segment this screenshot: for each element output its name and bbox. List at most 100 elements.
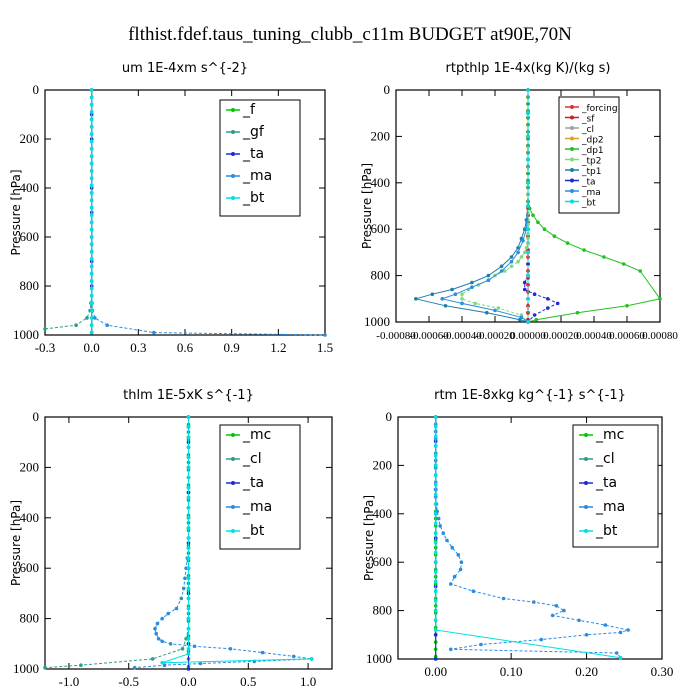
legend-entry: _tp2: [581, 157, 601, 167]
x-tick-label: -0.00060: [409, 330, 449, 342]
data-point: [433, 560, 438, 564]
legend-marker: [570, 168, 574, 172]
legend-marker: [570, 157, 574, 162]
data-point: [186, 637, 191, 641]
data-point: [89, 169, 94, 173]
series-bt: [89, 88, 94, 335]
y-tick-label: 600: [373, 554, 393, 569]
legend-entry: _ma: [242, 499, 272, 515]
y-tick-label: 400: [20, 180, 40, 195]
legend-marker: [570, 189, 574, 193]
data-point: [496, 306, 501, 310]
legend-entry: _mc: [595, 427, 624, 443]
data-point: [85, 316, 89, 320]
data-point: [539, 637, 544, 642]
data-point: [89, 147, 94, 151]
legend-entry: _cl: [595, 451, 615, 467]
data-point: [542, 227, 547, 231]
data-point: [554, 604, 559, 608]
data-point: [499, 269, 504, 273]
data-point: [501, 596, 506, 601]
data-point: [626, 628, 630, 632]
data-point: [433, 502, 438, 506]
data-point: [89, 249, 94, 254]
legend-marker: [570, 126, 574, 130]
data-point: [160, 639, 164, 644]
data-point: [499, 264, 504, 269]
data-point: [526, 320, 530, 324]
data-point: [584, 633, 589, 637]
legend-marker: [231, 130, 235, 134]
data-point: [449, 647, 453, 652]
series-line: [440, 90, 529, 323]
legend-marker: [231, 433, 235, 437]
data-point: [186, 425, 191, 429]
data-point: [153, 626, 157, 631]
panel-title: um 1E-4xm s^{-2}: [122, 61, 248, 76]
data-point: [552, 234, 557, 238]
legend-box: [558, 96, 620, 214]
data-point: [433, 473, 438, 477]
y-tick-label: 200: [20, 459, 40, 474]
y-tick-label: 0: [384, 82, 391, 97]
legend-marker: [584, 457, 588, 461]
data-point: [89, 264, 94, 269]
data-point: [531, 213, 535, 218]
y-tick-label: 400: [371, 175, 391, 190]
x-tick-label: 0.00060: [609, 330, 645, 342]
data-point: [89, 102, 94, 107]
x-tick-label: -1.0: [59, 674, 80, 689]
data-point: [89, 294, 94, 298]
legend-entry: _dp2: [581, 136, 604, 146]
legend-entry: _cl: [242, 451, 262, 467]
legend-marker: [570, 147, 574, 151]
data-point: [526, 134, 530, 139]
data-point: [89, 213, 94, 217]
data-point: [186, 586, 191, 591]
data-point: [526, 297, 530, 301]
data-point: [526, 157, 530, 162]
data-point: [438, 524, 443, 528]
x-tick-label: 0.9: [224, 340, 240, 355]
data-point: [453, 292, 458, 297]
data-point: [186, 652, 191, 656]
data-point: [433, 444, 438, 448]
data-point: [183, 576, 187, 581]
data-point: [228, 647, 233, 651]
legend: _mc _cl _ta _ma _bt: [572, 424, 659, 548]
data-point: [614, 651, 619, 655]
panel-title: rtm 1E-8xkg kg^{-1} s^{-1}: [434, 388, 626, 403]
data-point: [534, 317, 539, 322]
data-point: [186, 556, 191, 560]
data-point: [509, 255, 514, 259]
legend-marker: [584, 433, 588, 437]
data-point: [433, 633, 438, 637]
y-axis-label: Pressure [hPa]: [362, 495, 376, 581]
x-tick-label: 0.3: [130, 340, 146, 355]
y-axis-label: Pressure [hPa]: [9, 169, 23, 255]
y-tick-label: 400: [20, 510, 40, 525]
data-point: [89, 286, 94, 291]
data-point: [174, 606, 179, 611]
data-point: [433, 492, 438, 497]
data-point: [93, 316, 97, 320]
legend: _forcing_sf_cl_dp2_dp1_tp2_tp1_ta_ma_bt: [558, 96, 620, 214]
x-tick-label: 0.30: [651, 664, 674, 679]
data-point: [509, 259, 514, 264]
legend-entry: _gf: [242, 124, 265, 140]
data-point: [526, 273, 530, 278]
x-tick-label: -0.00020: [475, 330, 515, 342]
legend-marker: [570, 178, 574, 183]
data-point: [486, 273, 491, 278]
data-point: [89, 330, 94, 335]
legend-marker: [570, 199, 574, 204]
x-tick-label: 0.0: [84, 340, 100, 355]
legend-marker: [231, 174, 235, 178]
data-point: [168, 642, 173, 646]
data-point: [186, 526, 191, 530]
data-point: [89, 220, 94, 225]
data-point: [89, 191, 94, 195]
data-point: [522, 287, 527, 292]
data-point: [179, 596, 184, 601]
legend-marker: [231, 457, 235, 461]
